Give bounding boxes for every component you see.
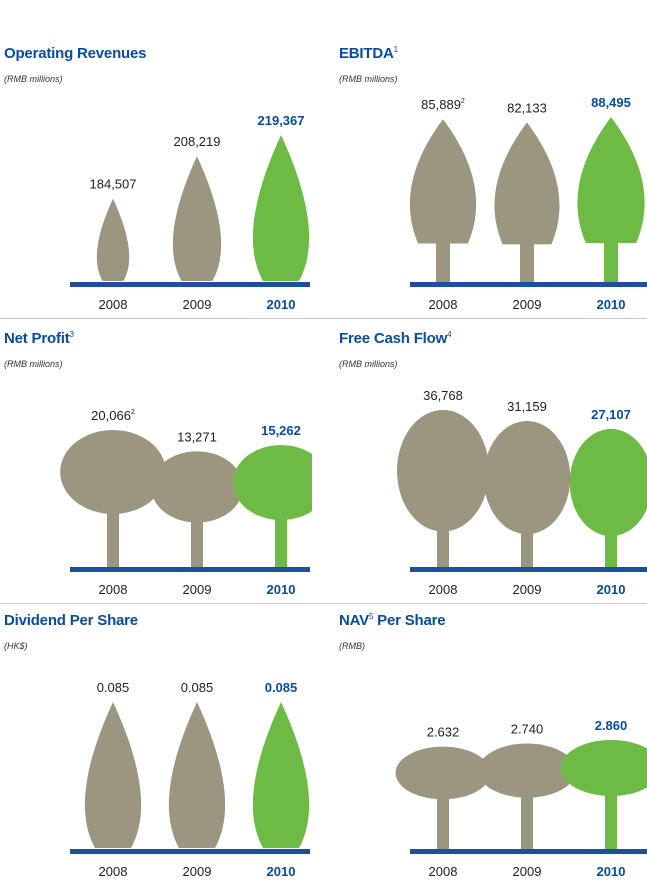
footnote-marker: 5	[368, 612, 374, 621]
year-label: 2010	[267, 582, 296, 597]
value-label: 13,271	[177, 429, 217, 444]
year-label: 2008	[429, 582, 458, 597]
pictograph-chart: 36,768 2008 31,159 2009 27,107 2010	[397, 388, 647, 597]
year-label: 2010	[267, 864, 296, 879]
tree-mark-2009	[151, 451, 243, 570]
tree-mark-2010	[252, 702, 310, 848]
year-label: 2009	[183, 864, 212, 879]
tree-mark-2008	[96, 198, 130, 281]
chart-panel: NAV5 Per Share (RMB) 2.632 2008 2.740 2009 2.8…	[335, 612, 647, 884]
tree-mark-2009	[483, 420, 571, 570]
chart-title: Net Profit3	[4, 330, 74, 347]
divider	[0, 603, 647, 604]
tree-mark-2009	[172, 156, 222, 281]
ground-line	[410, 849, 647, 854]
value-label: 36,768	[423, 388, 463, 403]
value-label: 208,219	[174, 134, 221, 149]
tree-mark-2008	[395, 746, 491, 852]
ground-line	[70, 849, 310, 854]
value-label: 31,159	[507, 399, 547, 414]
chart-unit: (HK$)	[4, 641, 28, 651]
footnote-marker: 4	[447, 330, 452, 339]
tree-mark-2009	[478, 743, 576, 852]
value-label: 219,367	[258, 113, 305, 128]
ground-line	[70, 567, 310, 572]
year-label: 2009	[513, 582, 542, 597]
chart-panel: EBITDA1 (RMB millions) 85,8892 2008 82,133 20…	[335, 45, 647, 330]
chart-unit: (RMB millions)	[4, 359, 63, 369]
value-label: 27,107	[591, 407, 631, 422]
tree-mark-2010	[252, 135, 310, 281]
value-label: 85,8892	[421, 97, 465, 112]
chart-title: EBITDA1	[339, 45, 398, 62]
pictograph-chart: 0.085 2008 0.085 2009 0.085 2010	[70, 680, 310, 879]
pictograph-chart: 184,507 2008 208,219 2009 219,367 2010	[70, 113, 310, 312]
tree-mark-2010	[577, 117, 645, 285]
chart-title: NAV5 Per Share	[339, 612, 446, 629]
chart-unit: (RMB millions)	[339, 74, 398, 84]
chart-unit: (RMB millions)	[339, 359, 398, 369]
year-label: 2010	[597, 297, 626, 312]
year-label: 2009	[513, 297, 542, 312]
pictograph-chart: 20,0662 2008 13,271 2009 15,262 2010	[60, 408, 312, 597]
tree-mark-2010	[233, 445, 312, 570]
year-label: 2010	[597, 582, 626, 597]
year-label: 2010	[267, 297, 296, 312]
year-label: 2008	[429, 297, 458, 312]
year-label: 2008	[99, 864, 128, 879]
value-label: 2.740	[511, 721, 544, 736]
tree-mark-2009	[168, 702, 226, 848]
value-label: 184,507	[90, 177, 137, 192]
ground-line	[410, 282, 647, 287]
value-label: 2.860	[595, 718, 628, 733]
chart-unit: (RMB)	[339, 641, 365, 651]
year-label: 2009	[183, 297, 212, 312]
chart-title: Dividend Per Share	[4, 612, 138, 629]
value-label: 88,495	[591, 95, 631, 110]
tree-mark-2010	[560, 740, 647, 852]
footnote-marker: 3	[69, 330, 74, 339]
ground-line	[410, 567, 647, 572]
value-label: 0.085	[97, 680, 130, 695]
tree-mark-2010	[569, 428, 647, 570]
value-label: 20,0662	[91, 408, 135, 423]
year-label: 2008	[99, 582, 128, 597]
chart-panel: Net Profit3 (RMB millions) 20,0662 2008 13,2…	[0, 330, 312, 615]
ground-line	[70, 282, 310, 287]
value-label: 82,133	[507, 100, 547, 115]
value-label: 2.632	[427, 725, 460, 740]
tree-mark-2008	[409, 119, 477, 285]
tree-mark-2008	[397, 410, 489, 570]
divider	[0, 318, 647, 319]
footnote-marker: 1	[393, 45, 398, 54]
chart-panel: Dividend Per Share (HK$) 0.085 2008 0.085 200…	[0, 612, 312, 884]
year-label: 2008	[429, 864, 458, 879]
year-label: 2008	[99, 297, 128, 312]
chart-title: Operating Revenues	[4, 45, 147, 62]
pictograph-chart: 85,8892 2008 82,133 2009 88,495 2010	[409, 95, 647, 312]
value-label: 0.085	[181, 680, 214, 695]
year-label: 2009	[183, 582, 212, 597]
chart-panel: Free Cash Flow4 (RMB millions) 36,768 2008 3…	[335, 330, 647, 615]
value-label: 0.085	[265, 680, 298, 695]
year-label: 2009	[513, 864, 542, 879]
value-label: 15,262	[261, 423, 301, 438]
chart-title: Free Cash Flow4	[339, 330, 452, 347]
pictograph-chart: 2.632 2008 2.740 2009 2.860 2010	[395, 718, 647, 879]
tree-mark-2008	[84, 702, 142, 848]
tree-mark-2008	[60, 430, 166, 570]
year-label: 2010	[597, 864, 626, 879]
chart-panel: Operating Revenues (RMB millions) 184,507 2…	[0, 45, 312, 330]
tree-mark-2009	[494, 122, 560, 285]
chart-unit: (RMB millions)	[4, 74, 63, 84]
